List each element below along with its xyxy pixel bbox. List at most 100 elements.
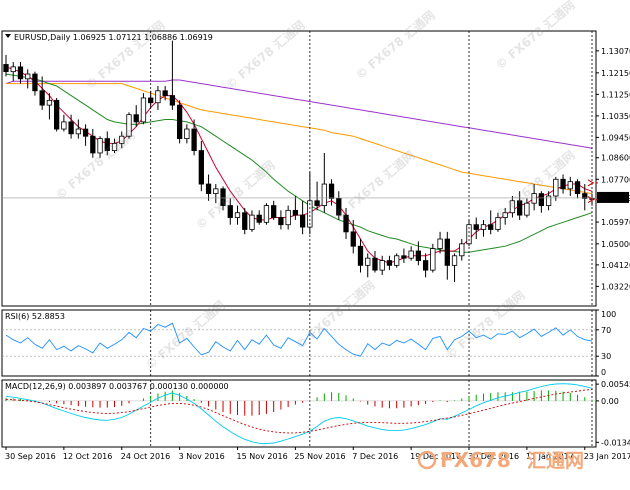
candle xyxy=(343,207,349,240)
candle-body xyxy=(299,214,306,228)
ma-orange-line xyxy=(6,83,593,195)
x-tick-label: 7 Dec 2016 xyxy=(352,452,398,461)
x-tick-label: 30 Dec 2016 xyxy=(468,452,519,461)
current-price-label: 1.06919 xyxy=(599,194,630,203)
candle-body xyxy=(249,214,255,230)
price-arrow-head xyxy=(587,179,594,187)
price-tick-label: 1.05000 xyxy=(601,240,630,249)
candle-body xyxy=(126,114,132,137)
candle xyxy=(502,207,508,225)
candle xyxy=(111,138,118,153)
candle-body xyxy=(459,243,465,257)
candle-body xyxy=(336,197,342,216)
candle-body xyxy=(437,238,443,250)
price-title: EURUSD,Daily 1.06925 1.07121 1.06886 1.0… xyxy=(14,33,213,42)
candle xyxy=(386,255,393,271)
logo-cn: 汇通网 xyxy=(527,450,584,472)
candle xyxy=(271,200,277,220)
candle xyxy=(191,119,197,156)
rsi-tick-label: 30 xyxy=(601,352,611,361)
candle-body xyxy=(10,66,16,73)
price-tick-label: 1.08600 xyxy=(601,154,630,163)
candle-body xyxy=(517,200,523,216)
candle-body xyxy=(198,150,204,185)
candle-body xyxy=(213,188,219,195)
candle xyxy=(444,231,450,280)
candle xyxy=(176,100,183,144)
candle-body xyxy=(488,224,494,230)
price-tick-label: 1.03220 xyxy=(601,282,630,291)
candle xyxy=(126,112,132,139)
candle-body xyxy=(220,188,226,206)
candle-body xyxy=(321,183,327,206)
candle xyxy=(75,119,81,139)
candle-body xyxy=(61,121,67,130)
macd-tick-label: 0.00 xyxy=(601,397,619,406)
price-tick-label: 1.04120 xyxy=(601,261,630,270)
price-tick-label: 1.13070 xyxy=(601,47,630,56)
candle-body xyxy=(343,214,349,233)
candle xyxy=(17,62,24,84)
candle xyxy=(401,248,407,263)
candle xyxy=(415,241,422,266)
candle-body xyxy=(119,135,125,144)
price-plot xyxy=(3,40,595,283)
candle-body xyxy=(242,212,248,230)
candle-body xyxy=(567,181,573,190)
candle-body xyxy=(205,183,212,195)
candle-body xyxy=(444,238,450,266)
candle xyxy=(495,212,501,232)
candle xyxy=(285,205,291,230)
macd-tick-label: -0.013476 xyxy=(601,438,630,447)
candle xyxy=(531,184,537,211)
candle xyxy=(430,243,436,273)
candle-body xyxy=(328,183,335,199)
candle xyxy=(263,203,270,225)
candle xyxy=(451,253,458,283)
candle xyxy=(61,114,67,132)
candle xyxy=(422,253,429,278)
candle xyxy=(394,253,400,268)
fx678-logo: FX678 汇通网 xyxy=(417,448,584,472)
candle xyxy=(365,253,371,278)
x-tick-label: 11 Jan 2017 xyxy=(526,452,574,461)
price-tick-label: 1.05970 xyxy=(601,218,630,227)
candle-body xyxy=(75,128,81,135)
rsi-line xyxy=(5,322,593,357)
candle-body xyxy=(111,142,118,151)
logo-brand: FX678 xyxy=(440,448,511,472)
candle xyxy=(227,198,233,225)
rsi-tick-label: 0 xyxy=(601,368,606,377)
candle-body xyxy=(394,255,400,266)
candle-body xyxy=(162,90,168,96)
candle-body xyxy=(90,135,96,154)
candle-body xyxy=(480,224,487,230)
candle xyxy=(517,191,523,220)
price-tick-label: 1.07700 xyxy=(601,175,630,184)
price-arrow-head xyxy=(587,196,594,204)
candle xyxy=(545,191,552,211)
candle-body xyxy=(495,217,501,230)
candle-body xyxy=(39,90,45,106)
rsi-tick-label: 70 xyxy=(601,326,611,335)
candle xyxy=(524,198,530,218)
candle xyxy=(459,239,465,261)
candle xyxy=(162,86,168,101)
candle xyxy=(328,179,335,206)
candle xyxy=(242,207,248,235)
candle xyxy=(372,251,378,273)
dropdown-icon[interactable] xyxy=(5,34,11,38)
x-tick-label: 12 Oct 2016 xyxy=(63,452,112,461)
x-tick-label: 3 Nov 2016 xyxy=(179,452,225,461)
price-tick-label: 1.12150 xyxy=(601,69,630,78)
candle xyxy=(249,210,255,232)
candle-body xyxy=(560,178,566,190)
candle xyxy=(90,129,96,158)
candle-body xyxy=(140,97,147,123)
candle-body xyxy=(357,245,364,266)
candle xyxy=(292,196,299,220)
candle-body xyxy=(191,128,197,151)
ma-purple-line xyxy=(5,79,593,149)
macd-title: MACD(12,26,9) 0.003897 0.003767 0.000130… xyxy=(5,382,229,391)
